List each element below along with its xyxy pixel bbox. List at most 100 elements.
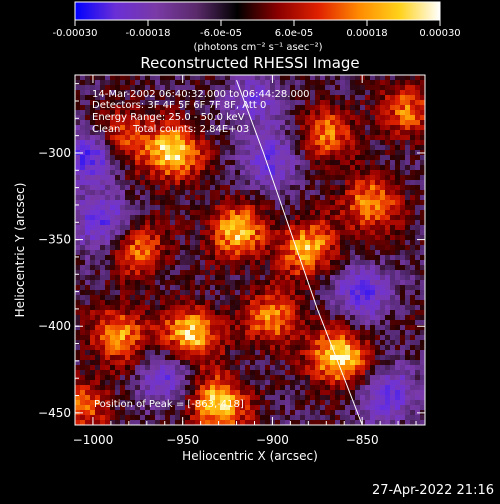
heatmap-cell [305,335,311,341]
heatmap-cell [355,225,361,231]
heatmap-cell [230,275,236,281]
heatmap-cell [320,90,326,96]
heatmap-cell [370,415,376,421]
heatmap-cell [205,100,211,106]
heatmap-cell [125,135,131,141]
heatmap-cell [210,165,216,171]
heatmap-cell [100,190,106,196]
heatmap-cell [105,205,111,211]
heatmap-cell [315,400,321,406]
heatmap-cell [280,250,286,256]
heatmap-cell [240,295,246,301]
heatmap-cell [155,165,161,171]
heatmap-cell [235,325,241,331]
heatmap-cell [115,340,121,346]
heatmap-cell [365,395,371,401]
heatmap-cell [325,95,331,101]
heatmap-cell [205,210,211,216]
heatmap-cell [85,375,91,381]
heatmap-cell [275,280,281,286]
heatmap-cell [125,420,131,425]
heatmap-cell [380,115,386,121]
heatmap-cell [395,405,401,411]
heatmap-cell [260,100,266,106]
heatmap-cell [330,145,336,151]
heatmap-cell [195,345,201,351]
heatmap-cell [305,90,311,96]
heatmap-cell [165,205,171,211]
heatmap-cell [375,305,381,311]
heatmap-cell [405,355,411,361]
heatmap-cell [125,380,131,386]
heatmap-cell [405,95,411,101]
heatmap-cell [110,295,116,301]
heatmap-cell [105,75,111,81]
heatmap-cell [120,150,126,156]
heatmap-cell [180,135,186,141]
heatmap-cell [275,375,281,381]
heatmap-cell [225,385,231,391]
heatmap-cell [405,100,411,106]
heatmap-cell [190,320,196,326]
heatmap-cell [400,165,406,171]
heatmap-cell [235,380,241,386]
heatmap-cell [205,235,211,241]
heatmap-cell [160,80,166,86]
heatmap-cell [240,115,246,121]
heatmap-cell [420,280,425,286]
heatmap-cell [295,400,301,406]
heatmap-cell [420,260,425,266]
heatmap-cell [110,375,116,381]
heatmap-cell [255,255,261,261]
heatmap-cell [340,200,346,206]
heatmap-cell [110,405,116,411]
heatmap-cell [405,75,411,81]
heatmap-cell [340,420,346,425]
heatmap-cell [130,385,136,391]
heatmap-cell [225,400,231,406]
heatmap-cell [400,285,406,291]
heatmap-cell [135,300,141,306]
heatmap-cell [400,185,406,191]
heatmap-cell [255,305,261,311]
heatmap-cell [230,115,236,121]
heatmap-cell [235,235,241,241]
heatmap-cell [400,350,406,356]
heatmap-cell [335,385,341,391]
heatmap-cell [350,115,356,121]
heatmap-cell [360,270,366,276]
heatmap-cell [75,230,81,236]
heatmap-cell [415,315,421,321]
heatmap-cell [215,160,221,166]
heatmap-cell [90,245,96,251]
heatmap-cell [260,245,266,251]
heatmap-cell [340,125,346,131]
heatmap-cell [320,345,326,351]
heatmap-cell [245,230,251,236]
heatmap-cell [365,115,371,121]
heatmap-cell [200,420,206,425]
heatmap-cell [180,125,186,131]
heatmap-cell [350,300,356,306]
heatmap-cell [115,350,121,356]
heatmap-cell [370,180,376,186]
heatmap-cell [310,370,316,376]
heatmap-cell [315,340,321,346]
heatmap-cell [120,205,126,211]
heatmap-cell [120,255,126,261]
heatmap-cell [190,125,196,131]
heatmap-cell [240,135,246,141]
heatmap-cell [260,190,266,196]
heatmap-cell [420,255,425,261]
heatmap-cell [85,300,91,306]
heatmap-cell [230,85,236,91]
heatmap-cell [420,370,425,376]
heatmap-cell [275,320,281,326]
heatmap-cell [230,95,236,101]
heatmap-cell [200,210,206,216]
heatmap-cell [365,320,371,326]
heatmap-cell [110,330,116,336]
colorbar: -0.00030 -0.00018 -6.0e-05 6.0e-05 0.00018 0.… [53,1,461,53]
heatmap-cell [375,210,381,216]
heatmap-cell [315,345,321,351]
